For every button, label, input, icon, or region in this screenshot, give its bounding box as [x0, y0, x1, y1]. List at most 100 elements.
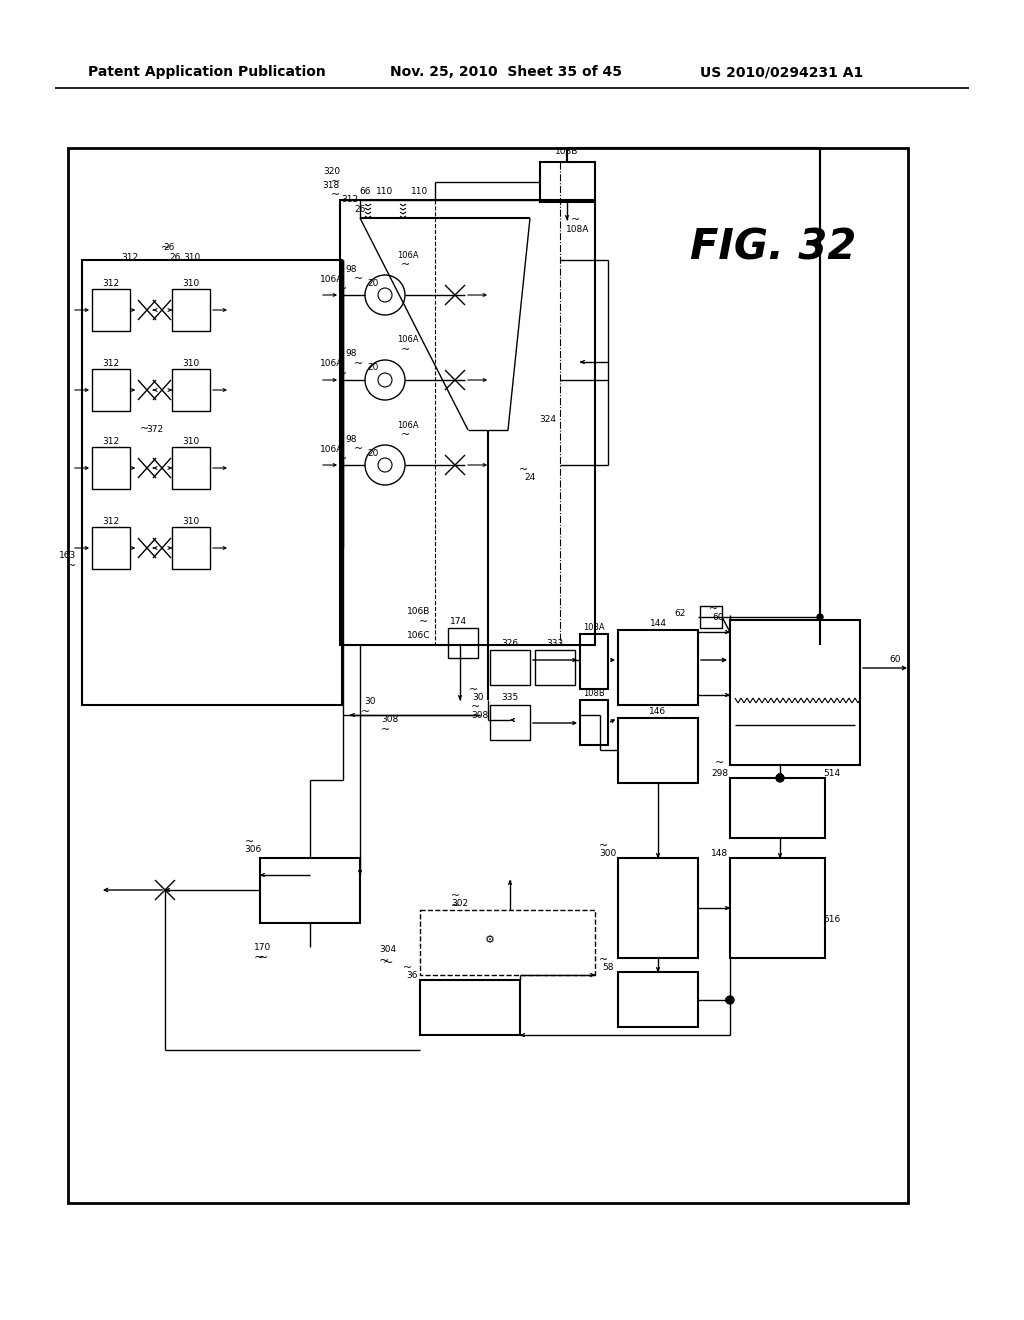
Text: 106B: 106B [407, 607, 430, 616]
Text: Patent Application Publication: Patent Application Publication [88, 65, 326, 79]
Text: 20: 20 [368, 449, 379, 458]
Text: ~: ~ [599, 841, 608, 851]
Text: ~: ~ [518, 465, 527, 475]
Text: 58: 58 [602, 964, 613, 973]
Text: 320: 320 [323, 168, 340, 177]
Text: 106C: 106C [407, 631, 430, 640]
Bar [420, 909, 595, 975]
Text: 26: 26 [354, 206, 366, 214]
Text: 36: 36 [407, 972, 418, 981]
Text: 310: 310 [182, 437, 200, 446]
Bar [618, 718, 698, 783]
Bar [730, 858, 825, 958]
Circle shape [776, 774, 784, 781]
Bar [420, 979, 520, 1035]
Text: 106A: 106A [319, 275, 343, 284]
Circle shape [817, 614, 823, 620]
Bar [340, 201, 595, 645]
Text: ~: ~ [338, 454, 347, 465]
Circle shape [726, 997, 734, 1005]
Bar [92, 289, 130, 331]
Text: ~: ~ [452, 891, 461, 902]
Bar [730, 777, 825, 838]
Text: ~: ~ [331, 190, 340, 201]
Bar [92, 447, 130, 488]
Bar [138, 539, 156, 558]
Text: 312: 312 [122, 253, 138, 263]
Text: 106A: 106A [397, 251, 419, 260]
Text: 326: 326 [502, 639, 518, 648]
Bar [172, 289, 210, 331]
Text: 163: 163 [58, 552, 76, 561]
Text: 318: 318 [323, 181, 340, 190]
Text: ~: ~ [716, 758, 725, 768]
Text: ~: ~ [400, 345, 410, 355]
Text: 20: 20 [368, 279, 379, 288]
Bar [138, 300, 156, 319]
Text: 26: 26 [164, 243, 175, 252]
Text: ~: ~ [400, 260, 410, 271]
Text: 308: 308 [381, 715, 398, 725]
Text: 310: 310 [182, 279, 200, 288]
Bar [535, 649, 575, 685]
Bar [580, 700, 608, 744]
Bar [730, 620, 860, 766]
Text: ~: ~ [710, 605, 719, 614]
Text: 20: 20 [368, 363, 379, 372]
Bar [490, 705, 530, 741]
Text: ~: ~ [419, 642, 428, 651]
Text: 98: 98 [345, 434, 357, 444]
Text: 514: 514 [823, 768, 841, 777]
Text: 516: 516 [823, 916, 841, 924]
Text: ~: ~ [381, 725, 390, 735]
Text: 30: 30 [472, 693, 483, 702]
Text: 308: 308 [471, 710, 488, 719]
Text: 310: 310 [182, 359, 200, 367]
Text: ~: ~ [258, 950, 268, 964]
Text: 24: 24 [524, 474, 536, 483]
Text: ~: ~ [353, 275, 362, 284]
Text: ~: ~ [67, 561, 76, 572]
Text: 106A: 106A [319, 445, 343, 454]
Bar [618, 858, 698, 958]
Text: ~: ~ [471, 702, 480, 711]
Text: ~: ~ [361, 708, 371, 717]
Text: 146: 146 [649, 708, 667, 717]
Text: FIG. 32: FIG. 32 [690, 227, 856, 269]
Text: ~: ~ [383, 956, 393, 969]
Text: 312: 312 [102, 279, 120, 288]
Text: 144: 144 [649, 619, 667, 627]
Text: 333: 333 [547, 639, 563, 648]
Text: ~: ~ [353, 359, 362, 370]
Bar [172, 447, 210, 488]
Text: ~: ~ [254, 950, 264, 964]
Text: ~: ~ [161, 243, 170, 253]
Text: 298: 298 [712, 768, 728, 777]
Text: 300: 300 [599, 850, 616, 858]
Bar [138, 380, 156, 400]
Text: ~: ~ [452, 902, 461, 911]
Bar [172, 370, 210, 411]
Text: 312: 312 [102, 437, 120, 446]
Text: 312: 312 [102, 359, 120, 367]
Text: 106A: 106A [397, 335, 419, 345]
Bar [580, 634, 608, 689]
Bar [618, 972, 698, 1027]
Text: ~: ~ [599, 954, 608, 965]
Text: 108B: 108B [555, 148, 579, 157]
Text: 312: 312 [341, 195, 358, 205]
Text: 60: 60 [713, 612, 724, 622]
Text: 324: 324 [540, 416, 556, 425]
Text: 98: 98 [345, 264, 357, 273]
Text: ~: ~ [571, 215, 581, 224]
Text: 372: 372 [146, 425, 164, 433]
Text: 310: 310 [182, 516, 200, 525]
Text: ~: ~ [331, 177, 340, 187]
Text: 174: 174 [450, 618, 467, 627]
Bar [618, 630, 698, 705]
Text: 110: 110 [412, 187, 429, 197]
Text: ~: ~ [338, 284, 347, 294]
Bar [540, 162, 595, 202]
Text: 106A: 106A [397, 421, 419, 429]
Text: ~: ~ [379, 953, 389, 966]
